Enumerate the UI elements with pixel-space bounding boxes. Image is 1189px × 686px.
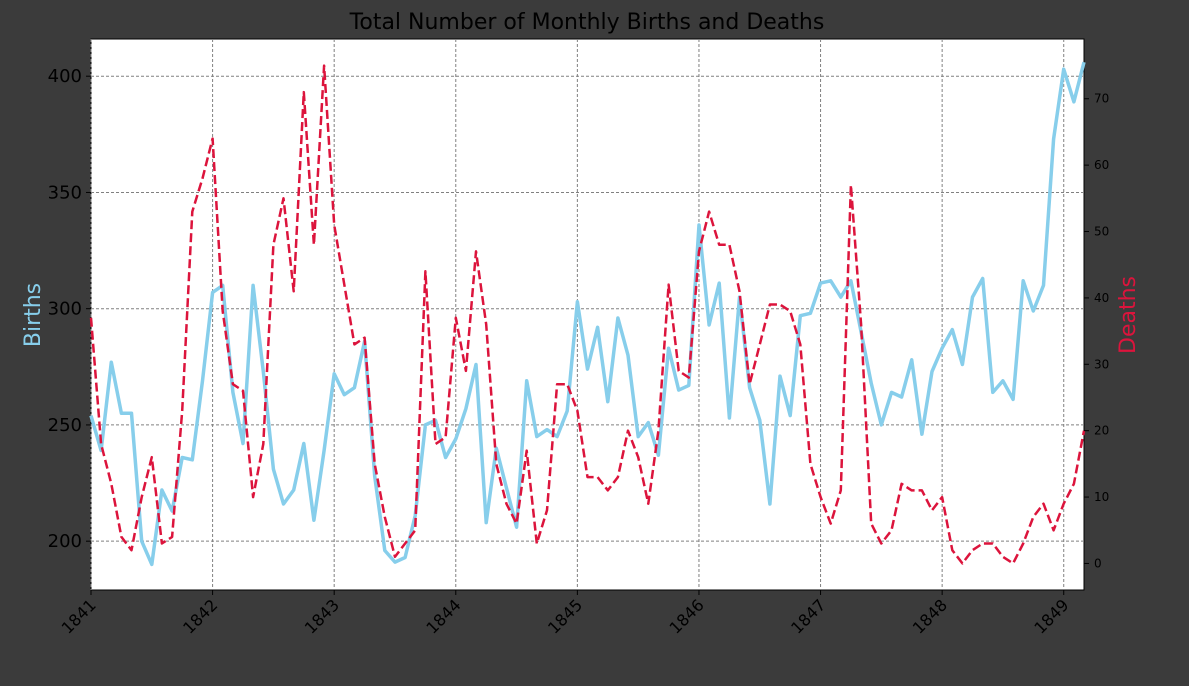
x-tick-label: 1842 [179,595,221,637]
x-tick-label: 1846 [666,595,708,637]
y-tick-label-right: 40 [1094,291,1109,305]
y-axis-label-left: Births [21,283,46,347]
series-line-deaths [89,64,1086,565]
series-layer [89,61,1086,567]
y-tick-label-right: 70 [1094,92,1109,106]
y-tick-label-right: 20 [1094,424,1109,438]
x-tick-label: 1847 [787,595,829,637]
y-tick-label-left: 350 [48,182,82,203]
y-tick-label-right: 30 [1094,357,1109,371]
x-tick-label: 1843 [301,595,343,637]
x-tick-label: 1844 [422,595,464,637]
y-tick-label-left: 250 [48,415,82,436]
y-tick-label-left: 400 [48,66,82,87]
chart-title: Total Number of Monthly Births and Death… [349,10,825,35]
y-tick-label-left: 200 [48,531,82,552]
y-tick-label-right: 50 [1094,225,1109,239]
y-axis-label-right: Deaths [1116,276,1141,354]
x-tick-label: 1848 [909,595,951,637]
y-tick-label-right: 0 [1094,556,1102,570]
x-tick-label: 1845 [544,595,586,637]
x-tick-label: 1849 [1030,595,1072,637]
series-line-births [89,61,1086,567]
y-tick-label-right: 10 [1094,490,1109,504]
y-tick-label-left: 300 [48,299,82,320]
y-tick-label-right: 60 [1094,158,1109,172]
x-tick-label: 1841 [58,595,100,637]
